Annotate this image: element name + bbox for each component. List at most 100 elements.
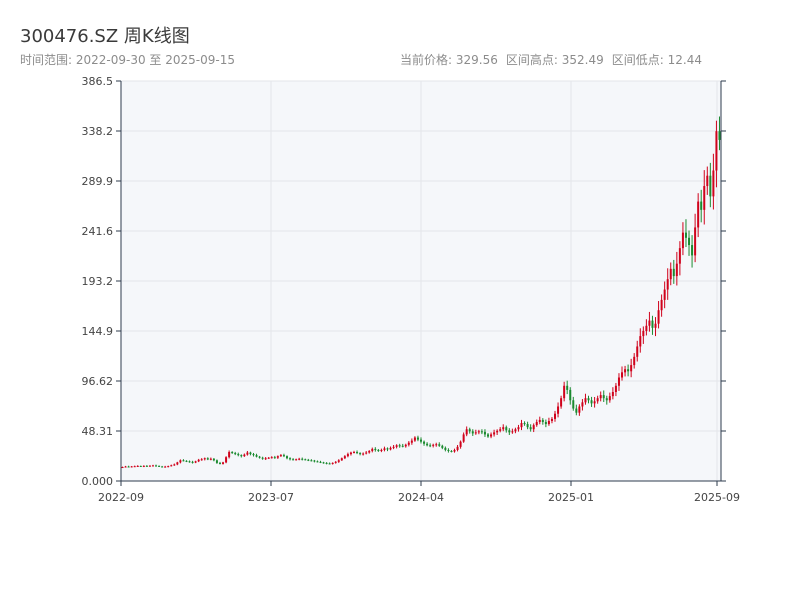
candle-body <box>419 439 423 442</box>
candle <box>194 460 197 464</box>
candle <box>511 428 514 434</box>
candle-body <box>617 377 620 386</box>
candle <box>572 396 575 411</box>
candle <box>578 404 581 416</box>
candle <box>487 433 490 438</box>
candle <box>602 390 605 403</box>
candle-body <box>410 440 413 443</box>
candle-body <box>566 385 569 390</box>
candle-body <box>215 460 218 463</box>
candle <box>611 387 614 400</box>
candle <box>660 294 663 317</box>
candle <box>176 461 179 466</box>
candle <box>456 445 459 452</box>
candle-body <box>584 398 587 403</box>
candle-body <box>319 461 322 463</box>
candle-body <box>645 325 648 331</box>
candle <box>127 465 130 468</box>
candle-body <box>270 457 273 459</box>
candle-body <box>304 459 307 461</box>
candle <box>584 393 587 405</box>
date-range-value: 2022-09-30 至 2025-09-15 <box>75 53 235 67</box>
candle <box>252 452 255 457</box>
candle <box>496 429 499 435</box>
candle <box>691 235 694 268</box>
candle-body <box>298 458 301 460</box>
candle <box>447 448 450 453</box>
candle <box>362 452 365 456</box>
candle <box>215 459 218 464</box>
candle <box>322 461 325 464</box>
candle-body <box>453 449 456 452</box>
candle-body <box>337 460 340 462</box>
candle-body <box>203 458 206 460</box>
candle <box>383 446 386 452</box>
candle-body <box>471 431 474 434</box>
candle <box>444 446 447 452</box>
candle <box>557 402 560 418</box>
candle-body <box>325 462 328 464</box>
candle <box>471 429 474 436</box>
candle-body <box>666 279 669 290</box>
candle-body <box>377 449 380 451</box>
candle <box>258 455 261 459</box>
candle <box>218 461 221 465</box>
candle-body <box>678 248 681 264</box>
candle-body <box>170 465 173 467</box>
candle-body <box>155 465 158 467</box>
candle <box>508 428 511 435</box>
candle-body <box>684 232 687 238</box>
candle <box>203 457 206 461</box>
candles <box>121 116 721 469</box>
candle-body <box>301 458 304 460</box>
candle-body <box>151 465 154 467</box>
candle <box>279 454 282 457</box>
candle <box>593 397 596 408</box>
candle <box>712 153 715 210</box>
candle <box>703 170 706 225</box>
candle <box>273 455 276 459</box>
candle <box>337 459 340 463</box>
candle-body <box>529 427 532 430</box>
candle <box>352 450 355 454</box>
candle <box>225 456 228 464</box>
candle-body <box>447 449 450 451</box>
candle-body <box>605 398 608 401</box>
candle-body <box>575 408 578 413</box>
y-tick-label: 193.2 <box>82 275 114 288</box>
candle <box>429 443 432 448</box>
candle <box>170 464 173 467</box>
candle-body <box>343 456 346 459</box>
candle-body <box>648 320 651 326</box>
candle <box>715 120 718 188</box>
candle-body <box>371 448 374 451</box>
candle-body <box>188 461 191 463</box>
x-tick-label: 2025-09 <box>694 491 740 504</box>
candle-body <box>456 446 459 450</box>
candle <box>413 436 416 442</box>
candle <box>139 465 142 467</box>
candle <box>538 416 541 425</box>
candle <box>267 457 270 459</box>
candle-body <box>218 462 221 464</box>
candle <box>532 423 535 433</box>
candle-body <box>365 452 368 454</box>
candle-body <box>374 448 377 450</box>
candle <box>709 162 712 208</box>
candle <box>237 452 240 457</box>
candle <box>587 395 590 404</box>
candle-body <box>636 346 639 357</box>
candle-body <box>602 395 605 399</box>
candle-body <box>438 444 441 446</box>
candle-body <box>432 444 435 446</box>
candle <box>700 189 703 223</box>
candle-body <box>514 429 517 432</box>
candle-body <box>517 427 520 430</box>
candle-body <box>255 455 258 457</box>
candle-body <box>468 429 471 432</box>
candle <box>605 395 608 405</box>
candle-body <box>423 441 426 444</box>
candle <box>289 457 292 461</box>
candle <box>346 452 349 458</box>
candle <box>191 460 194 464</box>
